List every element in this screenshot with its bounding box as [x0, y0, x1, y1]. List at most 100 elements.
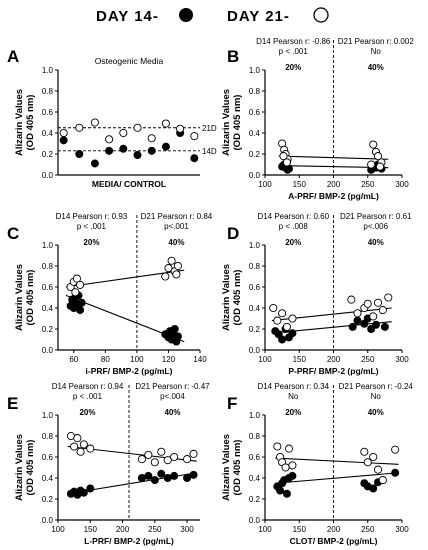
day14-data-point: [369, 484, 378, 493]
day21-data-point: [363, 299, 372, 308]
day14-data-point: [276, 486, 285, 495]
day14-data-point: [288, 329, 297, 338]
day14-stats-annotation: D14 Pearson r: 0.94: [52, 382, 124, 391]
day14-data-point: [183, 473, 192, 482]
y-tick-label: 1.0: [249, 66, 261, 75]
day21-stats-annotation: No: [371, 392, 382, 401]
panel-letter: A: [7, 47, 19, 66]
day21-data-point: [71, 288, 80, 297]
y-tick-label: 0.2: [42, 325, 54, 334]
y-tick-label: 0.2: [42, 150, 54, 159]
y-axis-unit-label: (OD 405 nm): [232, 95, 243, 151]
y-tick-label: 0.2: [249, 150, 261, 159]
day14-data-point: [59, 136, 68, 145]
day21-trend-line: [275, 457, 399, 465]
y-axis-unit-label: (OD 405 nm): [25, 270, 36, 326]
day14-data-point: [75, 149, 84, 158]
day21-data-point: [391, 445, 400, 454]
day21-stats-annotation: 40%: [368, 63, 384, 72]
day21-data-point: [150, 458, 159, 467]
day21-data-point: [384, 293, 393, 302]
day21-data-point: [90, 118, 99, 127]
y-tick-label: 0.6: [249, 453, 261, 462]
reference-line-label: 14D: [202, 147, 217, 156]
y-tick-label: 0.4: [42, 304, 54, 313]
day14-data-point: [170, 324, 179, 333]
day21-data-point: [273, 442, 282, 451]
day14-data-point: [278, 335, 287, 344]
day14-data-point: [380, 322, 389, 331]
panel-b: B Alizarin Values (OD 405 nm) 0.0 0.2 0.4 0.6 0…: [221, 37, 414, 201]
day21-data-point: [369, 140, 378, 149]
day21-data-point: [376, 162, 385, 171]
y-tick-label: 1.0: [249, 241, 261, 250]
x-tick-label: 250: [148, 525, 162, 534]
day21-data-point: [353, 309, 362, 318]
y-tick-label: 0.6: [42, 283, 54, 292]
day14-stats-annotation: 20%: [285, 408, 301, 417]
day14-stats-annotation: 20%: [83, 238, 99, 247]
legend-day14-label: DAY 14-: [96, 8, 159, 25]
day21-data-point: [170, 452, 179, 462]
y-tick-label: 0.0: [249, 171, 261, 180]
y-tick-label: 0.4: [42, 129, 54, 138]
day21-data-point: [72, 274, 81, 283]
legend: DAY 14- DAY 21-: [96, 7, 329, 25]
y-tick-label: 1.0: [42, 66, 54, 75]
day21-data-point: [105, 135, 114, 144]
day21-data-point: [172, 270, 181, 279]
x-tick-label: 300: [395, 355, 409, 364]
day21-data-point: [269, 303, 278, 313]
y-axis-label: Alizarin Values: [14, 264, 25, 331]
day14-stats-annotation: No: [288, 392, 299, 401]
panel-letter: D: [227, 224, 239, 243]
y-tick-label: 0.8: [249, 262, 261, 271]
y-tick-label: 0.8: [249, 87, 261, 96]
x-tick-label: 300: [180, 525, 194, 534]
x-tick-label: 80: [101, 355, 110, 364]
day21-stats-annotation: D21 Pearson r: 0.002: [338, 37, 415, 46]
x-tick-label: 300: [395, 180, 409, 189]
x-axis-label: CLOT/ BMP-2 (pg/mL): [290, 536, 378, 546]
x-tick-label: 100: [258, 525, 272, 534]
y-axis-label: Alizarin Values: [14, 89, 25, 156]
day21-data-point: [278, 309, 287, 318]
day21-data-point: [273, 316, 282, 325]
x-axis-label: i-PRF/ BMP-2 (pg/mL): [86, 366, 173, 376]
day21-data-point: [288, 314, 297, 323]
y-tick-label: 0.4: [42, 474, 54, 483]
day21-stats-annotation: D21 Pearson r: -0.47: [135, 382, 210, 391]
day21-data-point: [167, 256, 176, 265]
x-axis-label: L-PRF/ BMP-2 (pg/mL): [84, 536, 174, 546]
y-tick-label: 0.6: [249, 108, 261, 117]
x-tick-label: 60: [69, 355, 78, 364]
y-tick-label: 0.6: [42, 108, 54, 117]
day21-data-point: [281, 463, 290, 472]
legend-day21-label: DAY 21-: [227, 8, 290, 25]
day14-data-point: [282, 489, 291, 498]
y-axis-unit-label: (OD 405 nm): [25, 95, 36, 151]
y-tick-label: 0.4: [249, 129, 261, 138]
day21-stats-annotation: 40%: [164, 408, 180, 417]
y-tick-label: 0.6: [249, 283, 261, 292]
day21-stats-annotation: p<.001: [164, 222, 189, 231]
x-tick-label: 150: [293, 525, 307, 534]
day21-data-point: [369, 452, 378, 462]
day14-data-point: [371, 320, 380, 329]
day21-data-point: [347, 295, 356, 304]
x-tick-label: 150: [293, 355, 307, 364]
y-tick-label: 0.2: [42, 495, 54, 504]
day21-stats-annotation: 40%: [368, 408, 384, 417]
day21-data-point: [363, 458, 372, 467]
day21-data-point: [282, 158, 291, 167]
day21-data-point: [161, 119, 170, 128]
day21-stats-annotation: 40%: [168, 238, 184, 247]
day14-data-point: [105, 146, 114, 155]
panel-a: A Alizarin Values (OD 405 nm) 0.0 0.2 0.4 0.6 0…: [7, 47, 217, 189]
day21-data-point: [373, 465, 383, 474]
day14-stats-annotation: D14 Pearson r: 0.60: [257, 212, 329, 221]
panel-letter: C: [7, 224, 19, 243]
panel-letter: E: [7, 394, 18, 413]
